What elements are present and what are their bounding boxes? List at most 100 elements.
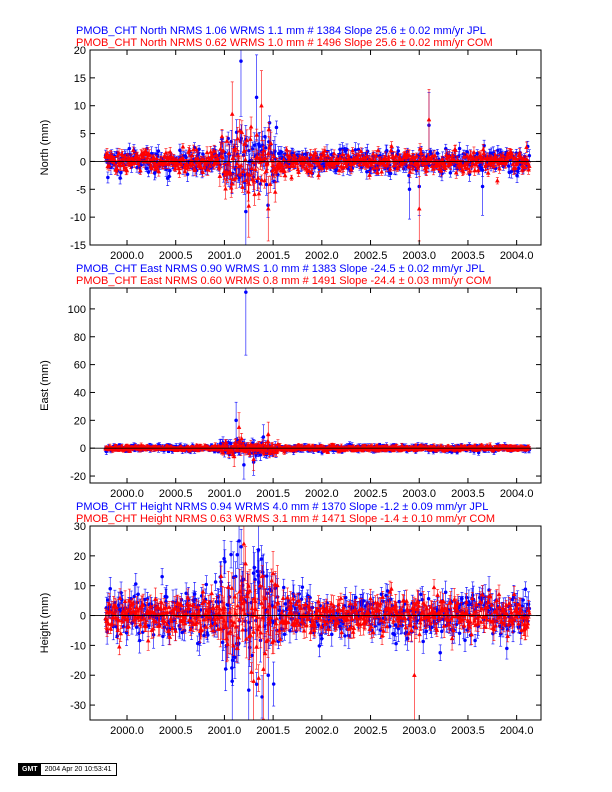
data-point bbox=[118, 176, 122, 180]
data-point bbox=[487, 161, 493, 167]
data-point bbox=[336, 167, 342, 173]
y-tick-label: 0 bbox=[80, 156, 86, 168]
data-point bbox=[185, 165, 191, 170]
data-point bbox=[365, 163, 371, 168]
data-point bbox=[226, 150, 232, 155]
data-point bbox=[283, 162, 289, 167]
data-point bbox=[201, 164, 207, 170]
data-point bbox=[252, 143, 257, 147]
data-point bbox=[359, 165, 364, 170]
data-point bbox=[436, 162, 442, 168]
data-point bbox=[416, 162, 421, 167]
data-point bbox=[426, 154, 431, 159]
data-point bbox=[127, 146, 132, 151]
data-point bbox=[453, 170, 459, 175]
data-point bbox=[384, 148, 389, 153]
data-point bbox=[385, 160, 390, 166]
data-point bbox=[152, 160, 158, 165]
data-point bbox=[194, 159, 200, 164]
data-point bbox=[367, 172, 372, 177]
data-point bbox=[492, 152, 498, 158]
data-point bbox=[208, 149, 213, 154]
data-point bbox=[250, 147, 255, 151]
data-point bbox=[400, 161, 406, 166]
data-point bbox=[192, 167, 198, 172]
data-point bbox=[299, 154, 305, 159]
data-point bbox=[363, 159, 369, 165]
data-point bbox=[416, 157, 422, 163]
data-point bbox=[432, 152, 438, 158]
data-point bbox=[277, 160, 283, 165]
data-point bbox=[396, 149, 401, 153]
series-header-com: PMOB_CHT North NRMS 0.62 WRMS 1.0 mm # 1… bbox=[76, 37, 493, 49]
data-point bbox=[272, 189, 278, 194]
markers-jpl bbox=[103, 59, 532, 214]
data-point bbox=[442, 162, 448, 167]
data-point bbox=[386, 154, 392, 159]
data-point bbox=[114, 165, 120, 171]
data-point bbox=[353, 148, 358, 152]
data-point bbox=[118, 159, 124, 164]
data-point bbox=[421, 154, 427, 159]
data-point bbox=[358, 148, 364, 153]
data-point bbox=[480, 168, 485, 172]
data-point bbox=[304, 152, 309, 156]
data-point bbox=[175, 161, 181, 166]
data-point bbox=[272, 166, 277, 171]
data-point bbox=[151, 154, 157, 160]
data-point bbox=[184, 161, 190, 167]
data-point bbox=[526, 163, 532, 168]
data-point bbox=[237, 128, 243, 133]
data-point bbox=[168, 168, 172, 173]
data-point bbox=[500, 152, 506, 158]
data-point bbox=[307, 161, 313, 167]
data-point bbox=[321, 153, 327, 158]
data-point bbox=[519, 167, 525, 172]
data-point bbox=[179, 162, 184, 167]
data-point bbox=[518, 154, 524, 160]
data-point bbox=[255, 154, 260, 159]
y-tick-label: 20 bbox=[74, 45, 86, 57]
data-point bbox=[527, 153, 532, 158]
data-point bbox=[241, 148, 247, 153]
data-point bbox=[429, 155, 434, 160]
data-point bbox=[395, 164, 401, 169]
data-point bbox=[471, 149, 477, 155]
data-point bbox=[132, 160, 138, 165]
data-point bbox=[185, 172, 190, 177]
data-point bbox=[460, 169, 466, 174]
data-point bbox=[331, 151, 337, 156]
data-point bbox=[282, 168, 287, 174]
data-point bbox=[424, 168, 429, 173]
data-point bbox=[223, 186, 228, 191]
data-point bbox=[135, 154, 140, 159]
data-point bbox=[306, 168, 312, 173]
data-point bbox=[238, 163, 244, 168]
data-point bbox=[288, 163, 294, 168]
data-point bbox=[429, 163, 435, 168]
data-point bbox=[106, 162, 112, 168]
data-point bbox=[119, 170, 123, 175]
data-point bbox=[232, 147, 238, 153]
x-tick-label: 2002.5 bbox=[354, 250, 388, 262]
data-point bbox=[345, 152, 351, 158]
data-point bbox=[231, 155, 236, 161]
data-point bbox=[463, 161, 469, 167]
data-point bbox=[200, 169, 206, 174]
data-point bbox=[311, 152, 317, 158]
series-header-jpl: PMOB_CHT North NRMS 1.06 WRMS 1.1 mm # 1… bbox=[76, 25, 486, 37]
data-point bbox=[292, 152, 297, 157]
data-point bbox=[291, 163, 297, 168]
data-point bbox=[135, 160, 141, 165]
data-point bbox=[506, 155, 512, 160]
data-point bbox=[284, 146, 289, 152]
data-point bbox=[274, 125, 279, 130]
data-point bbox=[130, 147, 136, 153]
data-point bbox=[370, 151, 376, 156]
data-point bbox=[300, 164, 306, 169]
data-point bbox=[266, 126, 272, 132]
x-tick-label: 2000.0 bbox=[110, 250, 144, 262]
data-point bbox=[446, 153, 452, 158]
data-point bbox=[176, 165, 182, 171]
data-point bbox=[156, 149, 161, 153]
